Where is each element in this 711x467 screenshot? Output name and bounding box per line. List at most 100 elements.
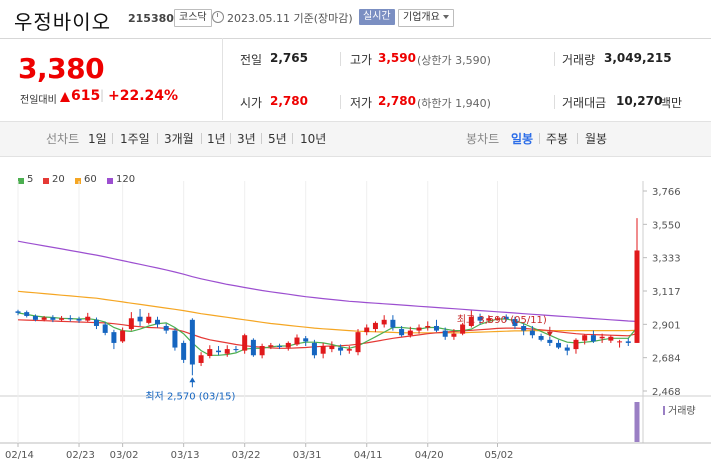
y-tick-label: 2,684 — [652, 354, 681, 365]
volume-legend-label: 거래량 — [668, 405, 696, 417]
line-chart-label: 선차트 — [46, 132, 80, 146]
company-info-label: 기업개요 — [403, 12, 440, 23]
candle-body — [512, 319, 518, 326]
candlestick-chart[interactable]: 거래량 3,766 3,550 3,333 3,117 2,901 2,684 2,468 0… — [0, 160, 711, 467]
legend-ma20-swatch — [43, 178, 49, 184]
candle-body — [625, 341, 631, 343]
candle-body — [120, 330, 126, 342]
candle-body — [503, 316, 509, 320]
turnover-unit: 백만 — [660, 96, 683, 110]
candle-body — [154, 319, 160, 325]
candle-body — [320, 346, 326, 354]
period-monthly[interactable]: 월봉 — [585, 132, 608, 146]
candle-body — [285, 342, 291, 348]
volume-value: 3,049,215 — [604, 51, 672, 65]
low-value: 2,780 — [378, 94, 416, 108]
candle-body — [538, 335, 544, 340]
candle-body — [163, 325, 169, 331]
divider — [577, 133, 578, 144]
period-3m[interactable]: 3개월 — [164, 132, 194, 146]
candle-body — [338, 347, 344, 351]
candle-body — [442, 330, 448, 337]
candle-body — [268, 345, 274, 347]
volume-label: 거래량 — [562, 53, 596, 67]
x-tick-label: 03/02 — [110, 450, 139, 461]
period-daily[interactable]: 일봉 — [511, 132, 534, 146]
legend-ma120-swatch — [107, 178, 113, 184]
period-1y[interactable]: 1년 — [207, 132, 226, 146]
y-tick-label: 3,550 — [652, 220, 681, 231]
legend-ma60-swatch — [75, 178, 81, 184]
ma120-line — [17, 240, 638, 322]
candle-body — [76, 319, 82, 321]
period-weekly[interactable]: 주봉 — [546, 132, 569, 146]
turnover-label: 거래대금 — [562, 96, 607, 110]
y-tick-label: 2,901 — [652, 320, 681, 331]
period-1d[interactable]: 1일 — [88, 132, 107, 146]
candle-body — [181, 342, 187, 360]
candle-body — [172, 330, 178, 348]
candle-body — [590, 335, 596, 342]
divider — [201, 133, 202, 144]
legend-ma60: 60 — [84, 174, 97, 185]
price-summary — [0, 38, 223, 120]
legend-ma120: 120 — [116, 174, 136, 185]
candle-body — [207, 349, 213, 357]
period-10y[interactable]: 10년 — [300, 132, 327, 146]
ma20-line — [17, 319, 638, 349]
high-arrow-head — [546, 331, 553, 337]
candle-body — [495, 318, 501, 320]
chevron-down-icon — [442, 15, 449, 19]
candle-body — [216, 350, 222, 353]
legend-ma20: 20 — [52, 174, 65, 185]
volume-legend-swatch — [663, 406, 665, 415]
period-5y[interactable]: 5년 — [268, 132, 287, 146]
candle-body — [425, 325, 431, 328]
candle-body — [564, 347, 570, 351]
candle-body — [146, 316, 152, 323]
candle-body — [364, 327, 370, 333]
candle-body — [233, 349, 239, 351]
candle-body — [329, 346, 335, 350]
candle-body — [250, 339, 256, 356]
realtime-button[interactable]: 실시간 — [359, 9, 395, 25]
divider — [340, 52, 341, 66]
x-tick-label: 04/20 — [415, 450, 444, 461]
x-tick-label: 04/11 — [354, 450, 383, 461]
candle-body — [599, 336, 605, 339]
candle-chart-label: 봉차트 — [466, 132, 500, 146]
divider — [230, 133, 231, 144]
divider — [539, 133, 540, 144]
period-1w[interactable]: 1주일 — [120, 132, 150, 146]
x-tick-label: 02/14 — [5, 450, 34, 461]
candle-body — [102, 324, 108, 333]
candle-body — [547, 339, 553, 343]
change-label: 전일대비 — [20, 95, 57, 106]
as-of-date: 2023.05.11 기준(장마감) — [227, 12, 353, 25]
change-rate: +22.24% — [108, 88, 179, 104]
candle-body — [433, 325, 439, 331]
company-info-dropdown[interactable]: 기업개요 — [398, 9, 454, 27]
candle-body — [355, 332, 361, 353]
candle-body — [573, 339, 579, 350]
x-tick-label: 03/31 — [293, 450, 322, 461]
prev-close-value: 2,765 — [270, 51, 308, 65]
upper-limit: (상한가 3,590) — [417, 54, 491, 67]
ma5-line — [17, 312, 638, 356]
legend-ma5-swatch — [18, 178, 24, 184]
open-label: 시가 — [240, 96, 263, 110]
period-3y[interactable]: 3년 — [237, 132, 256, 146]
candle-body — [381, 319, 387, 325]
divider — [112, 133, 113, 144]
x-tick-label: 05/02 — [485, 450, 514, 461]
candle-body — [224, 349, 230, 354]
divider — [554, 95, 555, 109]
candle-body — [390, 319, 396, 328]
legend-ma5: 5 — [27, 174, 34, 185]
candle-body — [399, 329, 405, 336]
y-tick-label: 2,468 — [652, 387, 681, 398]
candle-body — [372, 322, 378, 330]
candle-body — [521, 325, 527, 331]
volume-bar — [634, 402, 640, 442]
divider — [554, 52, 555, 66]
